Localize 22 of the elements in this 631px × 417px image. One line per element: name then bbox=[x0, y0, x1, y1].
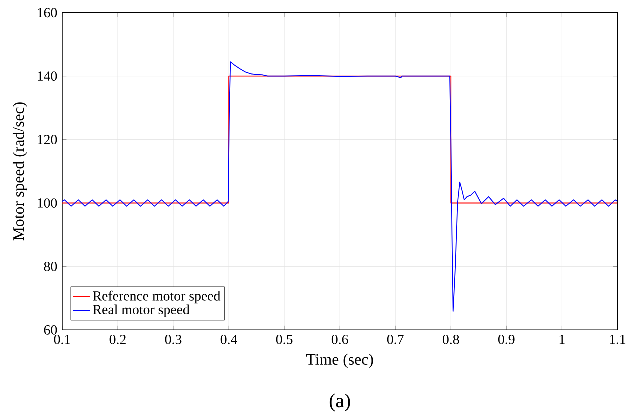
x-tick-label: 0.8 bbox=[442, 334, 460, 344]
y-tick-label: 160 bbox=[38, 8, 58, 18]
legend-label: Reference motor speed bbox=[93, 290, 221, 304]
legend-label: Real motor speed bbox=[93, 304, 190, 318]
y-tick-label: 120 bbox=[38, 134, 58, 144]
x-tick-label: 0.7 bbox=[387, 334, 404, 344]
y-axis-title: Motor speed (rad/sec) bbox=[12, 102, 28, 240]
x-axis-title: Time (sec) bbox=[306, 354, 374, 368]
y-tick-label: 140 bbox=[38, 71, 58, 81]
y-tick-label: 80 bbox=[44, 262, 58, 272]
x-tick-label: 0.1 bbox=[54, 334, 70, 344]
y-tick-label: 100 bbox=[38, 198, 58, 208]
x-tick-label: 0.3 bbox=[165, 334, 182, 344]
x-tick-label: 0.2 bbox=[110, 334, 126, 344]
x-tick-label: 0.5 bbox=[276, 334, 293, 344]
x-tick-label: 1.1 bbox=[610, 334, 626, 344]
x-tick-label: 0.4 bbox=[220, 334, 238, 344]
x-tick-label: 0.6 bbox=[332, 334, 348, 344]
y-tick-label: 60 bbox=[44, 325, 58, 335]
x-tick-label: 0.9 bbox=[498, 334, 515, 344]
text: (a) bbox=[330, 394, 350, 412]
x-tick-label: 1 bbox=[560, 334, 565, 344]
